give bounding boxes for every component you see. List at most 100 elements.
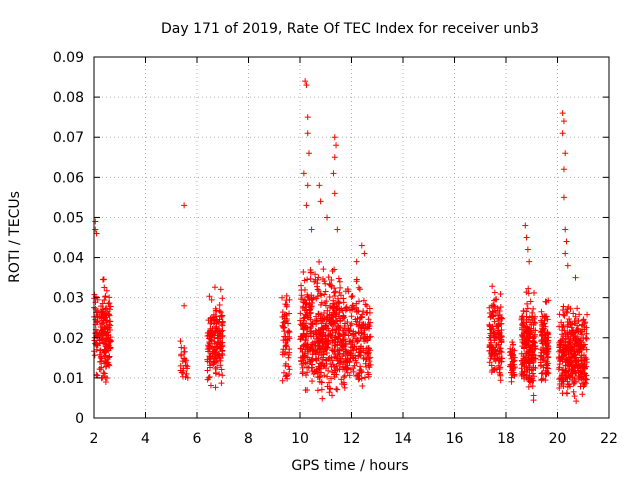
data-point bbox=[519, 368, 526, 375]
data-point bbox=[323, 313, 330, 320]
data-point bbox=[217, 309, 224, 316]
data-point bbox=[301, 314, 308, 321]
data-point bbox=[333, 386, 340, 393]
data-point bbox=[523, 332, 530, 339]
data-point bbox=[302, 337, 309, 344]
data-point bbox=[539, 369, 546, 376]
data-point bbox=[579, 391, 586, 398]
data-point bbox=[300, 325, 307, 332]
data-point bbox=[511, 371, 518, 378]
data-point bbox=[522, 222, 529, 229]
data-point bbox=[530, 397, 537, 404]
data-point bbox=[559, 130, 566, 137]
data-point bbox=[307, 310, 314, 317]
data-point bbox=[318, 331, 325, 338]
data-point bbox=[98, 303, 105, 310]
data-point bbox=[335, 347, 342, 354]
data-point bbox=[321, 372, 328, 379]
data-point bbox=[523, 374, 530, 381]
data-point bbox=[99, 337, 106, 344]
data-point bbox=[329, 392, 336, 399]
data-point bbox=[323, 298, 330, 305]
data-point bbox=[583, 324, 590, 331]
data-point bbox=[334, 386, 341, 393]
data-point bbox=[526, 258, 533, 265]
data-point bbox=[538, 338, 545, 345]
data-point bbox=[214, 318, 221, 325]
data-point bbox=[307, 325, 314, 332]
data-point bbox=[570, 388, 577, 395]
data-point bbox=[280, 369, 287, 376]
data-point bbox=[103, 287, 110, 294]
data-point bbox=[338, 376, 345, 383]
data-point bbox=[336, 289, 343, 296]
data-point bbox=[511, 347, 518, 354]
data-point bbox=[214, 354, 221, 361]
data-point bbox=[559, 323, 566, 330]
data-point bbox=[349, 354, 356, 361]
data-point bbox=[219, 339, 226, 346]
data-point bbox=[561, 327, 568, 334]
data-point bbox=[96, 366, 103, 373]
data-point bbox=[330, 289, 337, 296]
data-point bbox=[346, 338, 353, 345]
data-point bbox=[521, 345, 528, 352]
data-point bbox=[181, 202, 188, 209]
data-point bbox=[530, 305, 537, 312]
data-point bbox=[576, 343, 583, 350]
data-point bbox=[580, 317, 587, 324]
data-point bbox=[349, 344, 356, 351]
data-point bbox=[524, 305, 531, 312]
data-point bbox=[344, 318, 351, 325]
data-point bbox=[97, 354, 104, 361]
data-point bbox=[367, 354, 374, 361]
data-point bbox=[519, 361, 526, 368]
data-point bbox=[307, 303, 314, 310]
data-point bbox=[566, 339, 573, 346]
data-point bbox=[524, 300, 531, 307]
data-point bbox=[509, 358, 516, 365]
data-point bbox=[297, 345, 304, 352]
data-point bbox=[543, 298, 550, 305]
data-point bbox=[303, 202, 310, 209]
data-point bbox=[300, 299, 307, 306]
data-point bbox=[286, 310, 293, 317]
data-point bbox=[340, 364, 347, 371]
data-point bbox=[314, 318, 321, 325]
data-point bbox=[333, 142, 340, 149]
data-point bbox=[316, 336, 323, 343]
data-point bbox=[218, 321, 225, 328]
data-point bbox=[566, 354, 573, 361]
data-point bbox=[490, 303, 497, 310]
data-point bbox=[327, 386, 334, 393]
data-point bbox=[556, 385, 563, 392]
data-point bbox=[279, 294, 286, 301]
data-point bbox=[356, 330, 363, 337]
data-point bbox=[582, 375, 589, 382]
data-point bbox=[583, 335, 590, 342]
data-point bbox=[178, 344, 185, 351]
data-point bbox=[304, 130, 311, 137]
data-point bbox=[526, 364, 533, 371]
data-point bbox=[304, 182, 311, 189]
data-point bbox=[302, 304, 309, 311]
data-point bbox=[102, 293, 109, 300]
data-point bbox=[298, 292, 305, 299]
data-point bbox=[104, 317, 111, 324]
data-point bbox=[542, 340, 549, 347]
data-point bbox=[319, 332, 326, 339]
data-point bbox=[94, 319, 101, 326]
data-point bbox=[316, 346, 323, 353]
data-point bbox=[487, 326, 494, 333]
data-point bbox=[558, 354, 565, 361]
data-point bbox=[99, 308, 106, 315]
data-point bbox=[367, 347, 374, 354]
data-point bbox=[324, 214, 331, 221]
data-point bbox=[578, 352, 585, 359]
data-point bbox=[301, 286, 308, 293]
data-point bbox=[297, 336, 304, 343]
data-point bbox=[520, 307, 527, 314]
data-point bbox=[328, 375, 335, 382]
data-point bbox=[215, 335, 222, 342]
data-point bbox=[286, 296, 293, 303]
